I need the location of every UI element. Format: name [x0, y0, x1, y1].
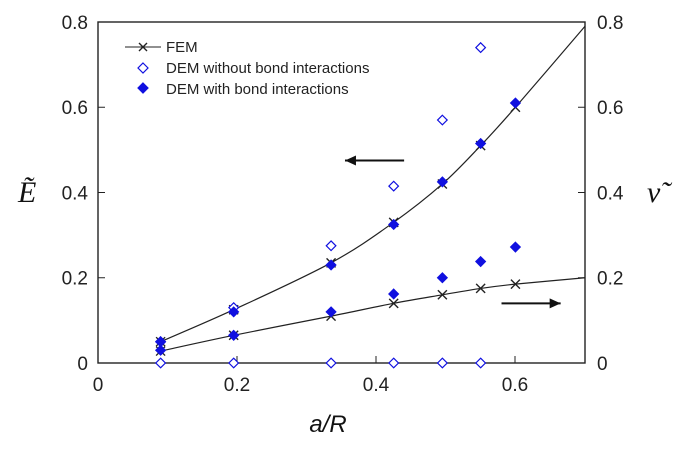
dem-without-bond-e-point — [325, 240, 337, 252]
legend-label-dem-with-bond: DEM with bond interactions — [166, 81, 349, 98]
dem-without-bond-e-point — [436, 114, 449, 126]
dem-with-bond-e-point — [325, 259, 337, 271]
legend-label-fem: FEM — [166, 39, 198, 56]
fem-nu-marker — [437, 289, 448, 300]
dem-without-bond-nu-point — [474, 357, 487, 369]
dem-with-bond-nu-point — [436, 272, 449, 284]
y-right-tick-label-1: 0.2 — [597, 269, 623, 290]
dem-without-bond-nu-point — [436, 357, 449, 369]
dem-with-bond-nu-point — [325, 306, 337, 318]
x-tick-label-3: 0.6 — [502, 375, 528, 396]
dem-with-bond-nu-point — [509, 241, 522, 253]
y-ticks-right: 0 0.2 0.4 0.6 0.8 — [578, 13, 624, 375]
dem-without-bond-nu-point — [228, 357, 240, 369]
fem-nu-marker — [388, 298, 399, 309]
y-axis-title-right: ν̃ — [647, 176, 672, 209]
fem-nu-marker — [510, 279, 521, 290]
y-left-tick-label-2: 0.4 — [62, 184, 89, 205]
dem-without-bond-nu-point — [154, 357, 167, 369]
y-left-tick-label-0: 0 — [77, 354, 88, 375]
dem-with-bond-nu-point — [154, 344, 167, 356]
dem-without-bond-nu-point — [325, 357, 337, 369]
dem-with-bond-nu-point — [474, 255, 487, 268]
legend-open-diamond-marker — [137, 62, 149, 74]
legend-filled-diamond-marker — [137, 82, 149, 94]
legend: FEM DEM without bond interactions DEM wi… — [125, 39, 369, 98]
y-left-tick-label-4: 0.8 — [62, 13, 88, 34]
dem-without-bond-nu-point — [388, 357, 400, 369]
dem-with-bond-e-point — [228, 306, 240, 318]
y-right-tick-label-4: 0.8 — [597, 13, 623, 34]
x-ticks: 0 0.2 0.4 0.6 — [93, 356, 528, 396]
dem-with-bond-e-point — [509, 97, 522, 109]
y-right-tick-label-2: 0.4 — [597, 184, 624, 205]
y-left-tick-label-1: 0.2 — [62, 269, 88, 290]
annotation-arrows — [344, 155, 561, 309]
y-ticks-left: 0 0.2 0.4 0.6 0.8 — [62, 13, 105, 375]
series-layer — [154, 25, 586, 369]
x-tick-label-1: 0.2 — [224, 375, 250, 396]
legend-label-dem-without-bond: DEM without bond interactions — [166, 60, 369, 77]
dem-with-bond-nu-point — [388, 288, 400, 300]
dem-with-bond-e-point — [436, 176, 449, 188]
dem-with-bond-e-point — [388, 218, 400, 231]
y-right-tick-label-0: 0 — [597, 354, 608, 375]
dem-with-bond-e-point — [474, 137, 487, 150]
x-axis-title: a/R — [309, 411, 346, 438]
x-tick-label-0: 0 — [93, 375, 104, 396]
arrow-left-head — [344, 155, 356, 166]
y-axis-title-left: Ẽ — [17, 176, 36, 209]
y-left-tick-label-3: 0.6 — [62, 98, 88, 119]
dem-without-bond-e-point — [388, 180, 400, 192]
dem-without-bond-e-point — [474, 41, 487, 54]
legend-fem-marker — [138, 42, 148, 52]
x-tick-label-2: 0.4 — [363, 375, 390, 396]
fem-nu-marker — [475, 283, 486, 294]
arrow-right-head — [549, 298, 561, 309]
y-right-tick-label-3: 0.6 — [597, 98, 623, 119]
dem-with-bond-nu-point — [228, 329, 240, 341]
